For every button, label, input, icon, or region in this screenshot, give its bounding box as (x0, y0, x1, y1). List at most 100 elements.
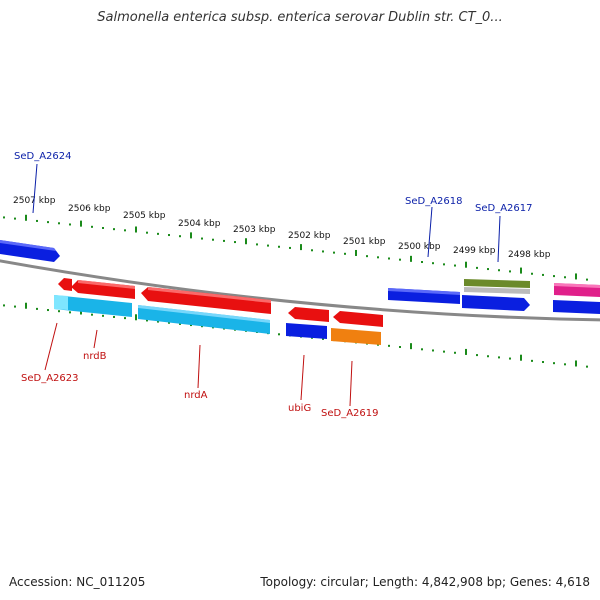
major-tick (465, 348, 467, 355)
minor-tick (333, 251, 335, 254)
gene-label-reverse[interactable]: nrdA (184, 390, 208, 401)
gene-feature-cyan-mid[interactable] (138, 305, 270, 334)
gene-feature-sed-a2619[interactable] (331, 328, 381, 345)
minor-tick (388, 257, 390, 260)
minor-tick (322, 250, 324, 253)
major-tick (355, 249, 357, 256)
scale-label: 2505 kbp (123, 211, 166, 221)
gene-feature-blue-right[interactable] (462, 295, 530, 311)
gene-highlight (0, 240, 56, 251)
minor-tick (157, 320, 159, 323)
minor-tick (91, 313, 93, 316)
gene-feature-sed-a2624[interactable] (0, 240, 60, 262)
scale-label: 2501 kbp (343, 237, 386, 247)
minor-tick (498, 269, 500, 272)
major-tick (135, 226, 137, 233)
minor-tick (509, 357, 511, 360)
minor-tick (102, 314, 104, 317)
minor-tick (487, 268, 489, 271)
gene-label-forward[interactable]: SeD_A2624 (14, 151, 72, 162)
minor-tick (146, 231, 148, 234)
minor-tick (47, 309, 49, 312)
minor-tick (586, 278, 588, 281)
minor-tick (223, 239, 225, 242)
minor-tick (432, 262, 434, 265)
gene-labels: SeD_A2624 SeD_A2618 SeD_A2617 SeD_A2623 … (14, 151, 533, 419)
minor-tick (421, 261, 423, 264)
minor-tick (564, 363, 566, 366)
minor-tick (267, 244, 269, 247)
gene-feature-ubig[interactable] (288, 307, 329, 322)
minor-tick (344, 252, 346, 255)
gene-feature-sed-a2617[interactable] (464, 279, 530, 288)
gene-feature-blue-far-right[interactable] (553, 300, 600, 314)
scale-label: 2498 kbp (508, 250, 551, 260)
minor-tick (553, 275, 555, 278)
major-tick (520, 354, 522, 361)
minor-tick (14, 217, 16, 220)
leader-lines (32, 163, 501, 407)
minor-tick (113, 315, 115, 318)
minor-tick (124, 317, 126, 320)
major-tick (300, 244, 302, 251)
minor-tick (553, 362, 555, 365)
scale-label: 2503 kbp (233, 225, 276, 235)
minor-tick (531, 359, 533, 362)
minor-tick (399, 258, 401, 261)
scale-label: 2502 kbp (288, 231, 331, 241)
major-tick (520, 267, 522, 274)
minor-tick (542, 273, 544, 276)
minor-tick (498, 356, 500, 359)
map-title: Salmonella enterica subsp. enterica sero… (97, 10, 503, 25)
minor-tick (58, 222, 60, 225)
gene-label-forward[interactable]: SeD_A2618 (405, 196, 463, 207)
minor-tick (124, 229, 126, 232)
minor-tick (322, 337, 324, 340)
gene-feature-cyan-left[interactable] (54, 295, 132, 317)
minor-tick (454, 351, 456, 354)
gene-label-forward[interactable]: SeD_A2617 (475, 203, 533, 214)
minor-tick (564, 276, 566, 279)
gene-label-reverse[interactable]: nrdB (83, 351, 107, 362)
gene-highlight (54, 295, 68, 310)
minor-tick (69, 223, 71, 226)
gene-highlight (554, 283, 600, 288)
minor-tick (146, 319, 148, 322)
gene-feature-nrda[interactable] (141, 287, 271, 314)
gene-highlight (78, 280, 135, 289)
minor-tick (179, 322, 181, 325)
gene-feature-blue-ubig[interactable] (286, 323, 327, 339)
scale-label: 2504 kbp (178, 219, 221, 229)
major-tick (410, 343, 412, 350)
minor-tick (36, 307, 38, 310)
minor-tick (113, 228, 115, 231)
gene-feature-sed-a2623[interactable] (58, 278, 72, 291)
minor-tick (432, 349, 434, 352)
gene-label-reverse[interactable]: SeD_A2619 (321, 408, 379, 419)
minor-tick (278, 245, 280, 248)
minor-tick (399, 346, 401, 348)
gene-highlight (388, 288, 460, 295)
scale-label: 2500 kbp (398, 242, 441, 252)
gene-feature-red-2619[interactable] (333, 311, 383, 327)
minor-tick (443, 350, 445, 353)
gene-highlight (148, 287, 271, 303)
minor-tick (168, 234, 170, 237)
minor-tick (289, 246, 291, 249)
major-tick (25, 214, 27, 221)
accession-text: Accession: NC_011205 (9, 575, 146, 589)
minor-tick (388, 344, 390, 347)
major-tick (25, 302, 27, 309)
major-tick (575, 273, 577, 280)
minor-tick (476, 354, 478, 357)
minor-tick (366, 255, 368, 258)
scale-label: 2506 kbp (68, 204, 111, 214)
gene-feature-grey (464, 287, 530, 294)
minor-tick (91, 225, 93, 228)
minor-tick (212, 238, 214, 241)
gene-label-reverse[interactable]: ubiG (288, 403, 311, 414)
major-tick (80, 220, 82, 227)
major-tick (575, 360, 577, 367)
gene-label-reverse[interactable]: SeD_A2623 (21, 373, 79, 384)
